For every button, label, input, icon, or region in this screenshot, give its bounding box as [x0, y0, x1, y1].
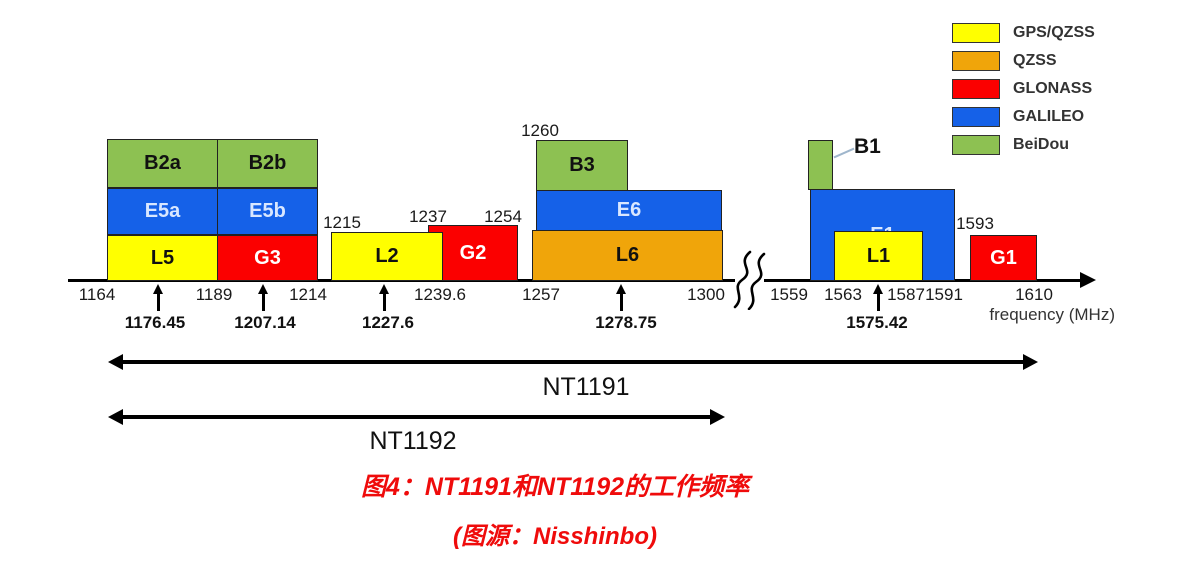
- marker-label: 1278.75: [595, 313, 657, 332]
- tick-1214: 1214: [289, 285, 327, 304]
- arrow-right-head-icon: [710, 409, 725, 425]
- band-l6: L6: [532, 230, 723, 281]
- band-b2b: B2b: [217, 139, 318, 188]
- legend-swatch-qzss: [952, 50, 1000, 71]
- legend-row: QZSS: [952, 50, 1095, 71]
- band-l1: L1: [834, 231, 923, 281]
- marker-arrow-1227-6: [378, 284, 390, 311]
- legend-label: BeiDou: [1013, 135, 1069, 153]
- band-g1: G1: [970, 235, 1037, 281]
- legend-swatch-gps-qzss: [952, 22, 1000, 43]
- marker-label: 1227.6: [362, 313, 414, 332]
- band-e6: E6: [536, 190, 722, 231]
- marker-arrow-1207-14: [257, 284, 269, 311]
- b1-callout-line: [833, 147, 855, 159]
- legend-label: GALILEO: [1013, 107, 1085, 125]
- tick-1164: 1164: [78, 285, 116, 304]
- marker-label: 1575.42: [846, 313, 908, 332]
- figure-source: (图源：Nisshinbo): [453, 523, 657, 550]
- legend-row: GALILEO: [952, 106, 1095, 127]
- axis-break-icon: [733, 250, 766, 310]
- tick-1591: 1591: [925, 285, 963, 304]
- marker-arrow-1176-45: [152, 284, 164, 311]
- band-e5b: E5b: [217, 188, 318, 235]
- legend-swatch-beidou: [952, 134, 1000, 155]
- nt1192-range-arrow: [108, 409, 725, 425]
- marker-arrow-1575-42: [872, 284, 884, 311]
- band-b2a: B2a: [107, 139, 218, 188]
- tick-1559: 1559: [770, 285, 808, 304]
- marker-arrow-1278-75: [615, 284, 627, 311]
- band-b1: [808, 140, 833, 190]
- tick-1254: 1254: [484, 207, 522, 226]
- marker-label: 1207.14: [234, 313, 296, 332]
- band-l5: L5: [107, 235, 218, 281]
- legend-label: GPS/QZSS: [1013, 23, 1095, 41]
- marker-label: 1176.45: [124, 313, 186, 332]
- tick-1237: 1237: [409, 207, 447, 226]
- nt1191-label: NT1191: [542, 373, 630, 401]
- legend-swatch-galileo: [952, 106, 1000, 127]
- nt1192-label: NT1192: [369, 427, 457, 455]
- axis-label: frequency (MHz): [989, 305, 1115, 324]
- legend-row: BeiDou: [952, 134, 1095, 155]
- tick-1563: 1563: [824, 285, 862, 304]
- legend-label: QZSS: [1013, 51, 1057, 69]
- tick-1610: 1610: [1015, 285, 1053, 304]
- arrow-right-head-icon: [1023, 354, 1038, 370]
- band-g3: G3: [217, 235, 318, 281]
- tick-1239-6: 1239.6: [414, 285, 466, 304]
- band-g2: G2: [428, 225, 518, 281]
- tick-1189: 1189: [195, 285, 233, 304]
- legend: GPS/QZSS QZSS GLONASS GALILEO BeiDou: [952, 22, 1095, 162]
- tick-1215: 1215: [323, 213, 361, 232]
- tick-1260: 1260: [521, 121, 559, 140]
- band-b3: B3: [536, 140, 628, 191]
- band-b1-label: B1: [854, 135, 881, 158]
- tick-1257: 1257: [522, 285, 560, 304]
- legend-row: GPS/QZSS: [952, 22, 1095, 43]
- band-e5a: E5a: [107, 188, 218, 235]
- figure-caption: 图4：NT1191和NT1192的工作频率: [360, 473, 750, 501]
- legend-label: GLONASS: [1013, 79, 1093, 97]
- tick-1300: 1300: [687, 285, 725, 304]
- band-l2: L2: [331, 232, 443, 281]
- axis-arrowhead: [1080, 272, 1096, 288]
- legend-row: GLONASS: [952, 78, 1095, 99]
- nt1191-range-arrow: [108, 354, 1038, 370]
- arrow-left-head-icon: [108, 354, 123, 370]
- tick-1587: 1587: [887, 285, 925, 304]
- tick-1593: 1593: [956, 214, 994, 233]
- legend-swatch-glonass: [952, 78, 1000, 99]
- arrow-left-head-icon: [108, 409, 123, 425]
